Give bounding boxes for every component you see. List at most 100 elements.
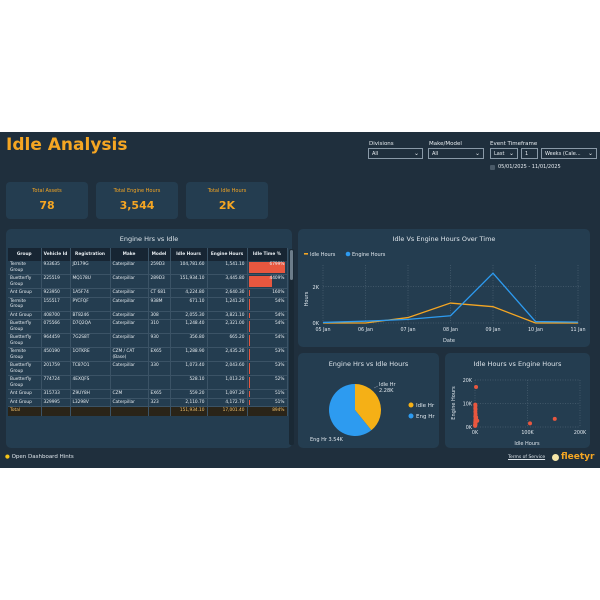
table-row[interactable]: Buetterfly Group 225519 MQ178U Caterpillar 2… — [8, 274, 288, 289]
table-scrollbar[interactable] — [289, 249, 294, 445]
idle-time-bar — [248, 290, 250, 296]
timeframe-mode-dropdown[interactable]: Last ⌄ — [490, 148, 518, 159]
line-chart: Idle Hours Engine Hours 0K 2K 05 Jan 06 Jan 07… — [304, 251, 586, 344]
total-cell: 151,934.10 — [170, 406, 208, 416]
terms-of-service-link[interactable]: Terms of Service — [508, 455, 546, 460]
column-header[interactable]: Vehicle Id — [41, 248, 71, 261]
total-cell — [70, 406, 111, 416]
table-row[interactable]: Ant Group 408700 BT8246 Caterpillar 308 2,055… — [8, 311, 288, 320]
table-cell: 1A5F74 — [70, 288, 111, 298]
calendar-icon — [490, 165, 495, 170]
table-cell: MQ178U — [70, 274, 111, 289]
kpi-total-assets: Total Assets 78 — [6, 182, 88, 219]
table-cell: Caterpillar — [110, 361, 149, 376]
pie-chart-panel: Engine Hrs vs Idle Hours Idle Hr 2.28K Eng… — [298, 353, 439, 448]
table-row[interactable]: Buetterfly Group 964459 7G2S8T Caterpillar 9… — [8, 333, 288, 348]
y-tick-label: 20K — [463, 378, 473, 384]
table-cell: Buetterfly Group — [8, 375, 42, 390]
table-cell: 1,013.20 — [207, 375, 248, 390]
idle-time-cell: 53% — [247, 361, 288, 376]
legend-label: Engine Hours — [352, 252, 386, 258]
table-cell: 1,288.90 — [170, 347, 208, 362]
table-cell: Caterpillar — [110, 398, 149, 407]
timeframe-count-input[interactable]: 1 — [521, 148, 538, 159]
idle-time-bar — [248, 335, 249, 346]
column-header[interactable]: Model — [148, 248, 171, 261]
idle-time-value: 53% — [274, 363, 285, 368]
timeframe-mode-value: Last — [494, 151, 505, 157]
table-cell: 930 — [148, 333, 171, 348]
table-cell: 559.20 — [170, 389, 208, 399]
scatter-chart-title: Idle Hours vs Engine Hours — [473, 360, 562, 368]
y-tick-label: 0K — [313, 321, 320, 327]
table-row[interactable]: Buetterfly Group 774724 4EXQFS 528.10 1,013.… — [8, 375, 288, 390]
idle-time-cell: 4409% — [247, 274, 288, 289]
make-model-label: Make/Model — [429, 141, 462, 147]
table-row[interactable]: Termite Group 933635 JD179G Caterpillar 259D… — [8, 261, 288, 275]
line-chart-title: Idle Vs Engine Hours Over Time — [392, 235, 496, 243]
make-model-value: All — [432, 151, 439, 157]
column-header[interactable]: Engine Hours — [207, 248, 248, 261]
idle-time-value: 54% — [274, 298, 285, 304]
legend-marker — [408, 413, 414, 419]
table-cell: PYCFQF — [70, 297, 111, 312]
table-row[interactable]: Termite Group 450190 1OTKRE CZM / CAT (Base… — [8, 347, 288, 362]
idle-time-value: 54% — [274, 321, 285, 326]
kpi-total-engine-hours: Total Engine Hours 3,544 — [96, 182, 178, 219]
table-cell: 315733 — [41, 389, 71, 399]
table-cell: 1,541.10 — [207, 261, 248, 275]
table-cell: 104,781.60 — [170, 261, 208, 275]
table-row[interactable]: Buetterfly Group 075566 D7Q2QA Caterpillar 3… — [8, 319, 288, 334]
table-cell: 201759 — [41, 361, 71, 376]
table-cell: EX65 — [148, 347, 171, 362]
kpi-label: Total Engine Hours — [113, 188, 161, 194]
table-row[interactable]: Buetterfly Group 201759 TC87O1 Caterpillar 3… — [8, 361, 288, 376]
table-cell: 2,640.30 — [207, 288, 248, 298]
table-cell: Caterpillar — [110, 297, 149, 312]
x-tick-label: 11 Jan — [570, 327, 585, 333]
table-cell: 2,055.30 — [170, 311, 208, 320]
x-tick-label: 07 Jan — [400, 327, 415, 333]
table-row[interactable]: Ant Group 315733 Z9UY8H CZM EX65 559.20 1,097.… — [8, 389, 288, 399]
column-header[interactable]: Group — [8, 248, 42, 261]
table-row[interactable]: Ant Group 923950 1A5F74 Caterpillar CT 681 4,… — [8, 288, 288, 298]
table-cell: 938M — [148, 297, 171, 312]
scrollbar-thumb[interactable] — [290, 250, 293, 280]
column-header[interactable]: Idle Time % — [247, 248, 288, 261]
x-tick-label: 100K — [521, 430, 534, 436]
pie-slice-eng-hr — [329, 384, 372, 436]
table-cell: 2,110.70 — [170, 398, 208, 407]
table-cell: 2,043.60 — [207, 361, 248, 376]
scatter-chart-panel: Idle Hours vs Engine Hours 0K 10K 20K 0K 100… — [445, 353, 590, 448]
table-cell: 1,248.40 — [170, 319, 208, 334]
table-row[interactable]: Termite Group 155517 PYCFQF Caterpillar 938M… — [8, 297, 288, 312]
table-cell: Buetterfly Group — [8, 274, 42, 289]
table-row[interactable]: Ant Group 329995 L3298V Caterpillar 323 2,110… — [8, 398, 288, 407]
table-cell: CZM — [110, 389, 149, 399]
table-cell: Caterpillar — [110, 333, 149, 348]
table-cell: 528.10 — [170, 375, 208, 390]
column-header[interactable]: Idle Hours — [170, 248, 208, 261]
dashboard-hints-link[interactable]: ● Open Dashboard Hints — [5, 454, 74, 460]
column-header[interactable]: Registration — [70, 248, 111, 261]
divisions-dropdown[interactable]: All ⌄ — [368, 148, 423, 159]
idle-time-bar — [248, 377, 249, 388]
table-cell: 308 — [148, 311, 171, 320]
table-cell: 329995 — [41, 398, 71, 407]
total-cell — [148, 406, 171, 416]
table-cell: 964459 — [41, 333, 71, 348]
table-cell: Buetterfly Group — [8, 333, 42, 348]
y-tick-label: 10K — [463, 402, 473, 408]
total-cell: Total — [8, 406, 42, 416]
scatter-point — [474, 415, 479, 420]
timeframe-unit-dropdown[interactable]: Weeks (Cale... ⌄ — [541, 148, 597, 159]
idle-time-value: 51% — [274, 391, 285, 396]
table-cell: 310 — [148, 319, 171, 334]
table-cell: TC87O1 — [70, 361, 111, 376]
column-header[interactable]: Make — [110, 248, 149, 261]
make-model-dropdown[interactable]: All ⌄ — [428, 148, 484, 159]
idle-time-value: 160% — [272, 290, 285, 295]
idle-time-bar — [248, 321, 249, 332]
y-axis-label: Hours — [304, 291, 310, 306]
kpi-label: Total Idle Hours — [207, 188, 247, 194]
